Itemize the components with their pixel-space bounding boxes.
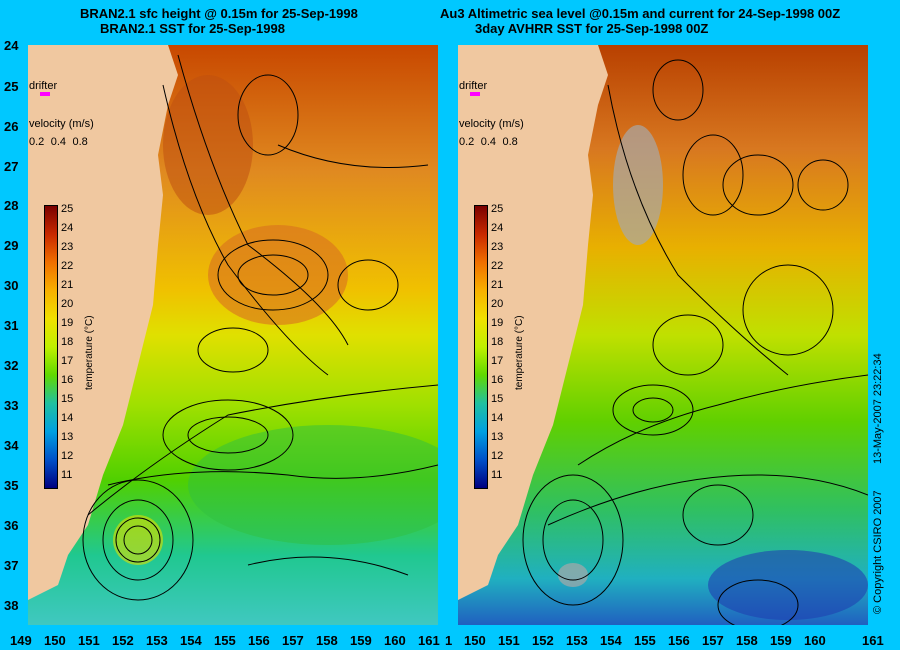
cb-tick: 23 xyxy=(61,241,74,253)
velocity-scale-1: 0.4 xyxy=(480,136,497,148)
right-map-svg xyxy=(458,45,868,625)
cb-tick: 20 xyxy=(491,298,504,310)
right-velocity-scale: 0.2 0.4 0.8 xyxy=(459,132,518,150)
cb-tick: 19 xyxy=(61,317,74,329)
cb-tick: 11 xyxy=(491,469,503,481)
velocity-scale-2: 0.8 xyxy=(72,136,88,148)
lat-tick: 33 xyxy=(4,398,19,413)
lon-tick: 154 xyxy=(600,633,622,648)
lat-tick: 34 xyxy=(4,438,19,453)
cb-tick: 16 xyxy=(491,374,504,386)
cb-tick: 21 xyxy=(61,279,74,291)
velocity-scale-2: 0.8 xyxy=(502,136,518,148)
left-title-line2: BRAN2.1 SST for 25-Sep-1998 xyxy=(100,21,285,36)
left-velocity-scale: 0.2 0.4 0.8 xyxy=(29,132,88,150)
lon-tick: 158 xyxy=(736,633,758,648)
lat-tick: 38 xyxy=(4,598,19,613)
lon-tick: 152 xyxy=(112,633,134,648)
left-drifter-label: drifter xyxy=(29,80,58,92)
cb-tick: 11 xyxy=(61,469,73,481)
cb-tick: 25 xyxy=(61,203,74,215)
left-map-svg xyxy=(28,45,438,625)
lat-tick: 35 xyxy=(4,478,19,493)
lon-tick: 157 xyxy=(702,633,724,648)
left-map-panel[interactable] xyxy=(28,45,438,625)
cb-tick: 25 xyxy=(491,203,504,215)
lon-tick: 151 xyxy=(498,633,520,648)
cb-tick: 15 xyxy=(61,393,74,405)
lat-tick: 30 xyxy=(4,278,19,293)
cb-tick: 12 xyxy=(61,450,74,462)
lat-tick: 32 xyxy=(4,358,19,373)
cb-tick: 20 xyxy=(61,298,74,310)
lat-tick: 37 xyxy=(4,558,19,573)
lon-tick: 149 xyxy=(10,633,32,648)
right-map-panel[interactable] xyxy=(458,45,868,625)
lon-tick: 155 xyxy=(634,633,656,648)
lon-tick: 160 xyxy=(804,633,826,648)
velocity-scale-0: 0.2 xyxy=(29,136,45,148)
lon-tick: 151 xyxy=(78,633,100,648)
cb-tick: 15 xyxy=(491,393,504,405)
cb-tick: 13 xyxy=(491,431,504,443)
right-colorbar-title: temperature (°C) xyxy=(514,315,525,390)
lon-tick: 155 xyxy=(214,633,236,648)
lon-tick: 161 xyxy=(418,633,440,648)
lat-tick: 28 xyxy=(4,198,19,213)
timestamp-text: 13-May-2007 23:22:34 xyxy=(872,353,884,464)
lon-tick: 156 xyxy=(668,633,690,648)
right-colorbar xyxy=(474,205,488,489)
left-colorbar xyxy=(44,205,58,489)
velocity-scale-0: 0.2 xyxy=(459,136,475,148)
cb-tick: 22 xyxy=(61,260,74,272)
right-title-line1: Au3 Altimetric sea level @0.15m and curr… xyxy=(440,6,841,21)
right-drifter-marker-icon xyxy=(470,92,480,96)
right-drifter-label: drifter xyxy=(459,80,488,92)
lon-tick: 152 xyxy=(532,633,554,648)
cb-tick: 18 xyxy=(61,336,74,348)
lat-tick: 29 xyxy=(4,238,19,253)
lon-tick: 160 xyxy=(384,633,406,648)
cb-tick: 17 xyxy=(491,355,504,367)
lon-tick: 1 xyxy=(445,633,453,648)
lon-tick: 156 xyxy=(248,633,270,648)
cb-tick: 16 xyxy=(61,374,74,386)
lon-tick: 161 xyxy=(862,633,884,648)
right-velocity-label: velocity (m/s) xyxy=(459,118,524,130)
left-colorbar-title: temperature (°C) xyxy=(84,315,95,390)
velocity-scale-1: 0.4 xyxy=(50,136,67,148)
lon-tick: 159 xyxy=(770,633,792,648)
cb-tick: 23 xyxy=(491,241,504,253)
cb-tick: 24 xyxy=(61,222,74,234)
lon-tick: 153 xyxy=(566,633,588,648)
lon-tick: 150 xyxy=(44,633,66,648)
cb-tick: 19 xyxy=(491,317,504,329)
right-title-line2: 3day AVHRR SST for 25-Sep-1998 00Z xyxy=(475,21,709,36)
lon-tick: 150 xyxy=(464,633,486,648)
lat-tick: 31 xyxy=(4,318,19,333)
lon-tick: 158 xyxy=(316,633,338,648)
left-drifter-marker-icon xyxy=(40,92,50,96)
lat-tick: 26 xyxy=(4,119,19,134)
copyright-text: © Copyright CSIRO 2007 xyxy=(872,490,884,614)
cb-tick: 22 xyxy=(491,260,504,272)
left-velocity-label: velocity (m/s) xyxy=(29,118,94,130)
lon-tick: 153 xyxy=(146,633,168,648)
cb-tick: 17 xyxy=(61,355,74,367)
cb-tick: 13 xyxy=(61,431,74,443)
lat-tick: 24 xyxy=(4,38,19,53)
cb-tick: 24 xyxy=(491,222,504,234)
cb-tick: 18 xyxy=(491,336,504,348)
left-title-line1: BRAN2.1 sfc height @ 0.15m for 25-Sep-19… xyxy=(80,6,358,21)
cb-tick: 21 xyxy=(491,279,504,291)
lat-tick: 27 xyxy=(4,159,19,174)
cb-tick: 12 xyxy=(491,450,504,462)
lon-tick: 159 xyxy=(350,633,372,648)
lat-tick: 36 xyxy=(4,518,19,533)
lat-tick: 25 xyxy=(4,79,19,94)
cb-tick: 14 xyxy=(61,412,74,424)
lon-tick: 157 xyxy=(282,633,304,648)
cb-tick: 14 xyxy=(491,412,504,424)
lon-tick: 154 xyxy=(180,633,202,648)
